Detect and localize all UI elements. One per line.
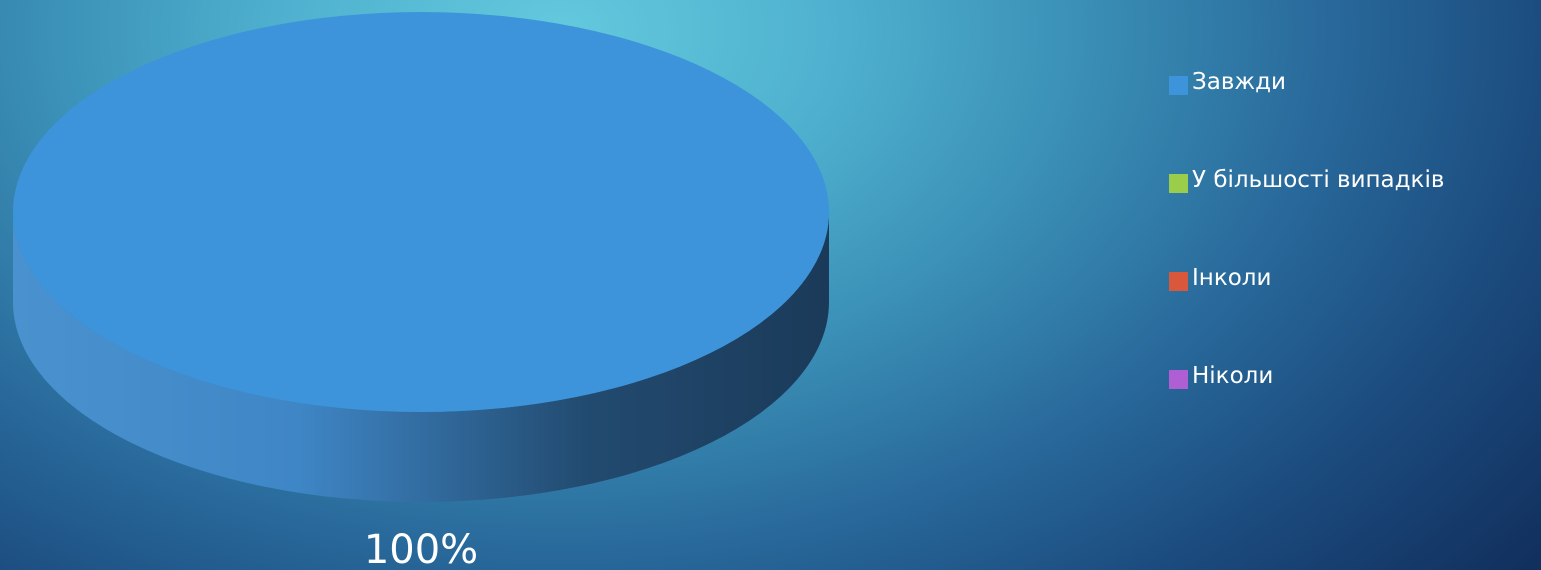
legend-label: У більшості випадків [1192,167,1445,193]
legend-item: Ніколи [1169,356,1444,396]
legend-swatch [1169,271,1188,291]
legend-swatch [1169,369,1188,389]
pie-data-label: 100% [364,527,478,570]
chart-legend: Завжди У більшості випадків Інколи Ніколи [1169,62,1444,454]
legend-swatch [1169,75,1188,95]
legend-item: Завжди [1169,62,1444,102]
legend-item: Інколи [1169,258,1444,298]
pie-slice-side [13,212,829,502]
legend-swatch [1169,173,1188,193]
pie-slice [13,12,829,412]
legend-label: Інколи [1192,265,1272,291]
legend-label: Завжди [1192,69,1286,95]
legend-item: У більшості випадків [1169,160,1444,200]
legend-label: Ніколи [1192,363,1274,389]
